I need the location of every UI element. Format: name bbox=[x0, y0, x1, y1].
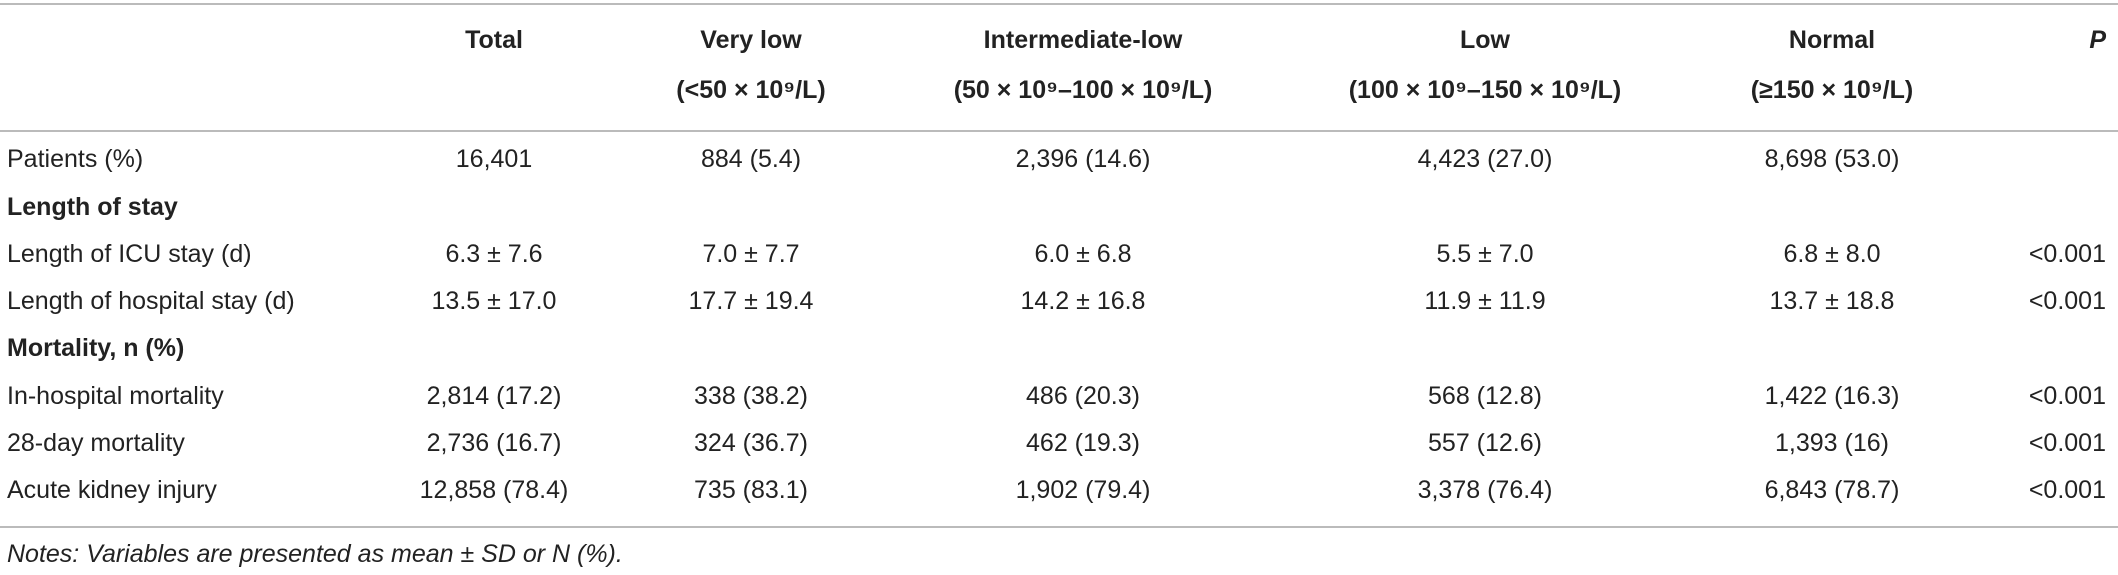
cell: 1,393 (16) bbox=[1775, 429, 1889, 457]
cell: 3,378 (76.4) bbox=[1417, 476, 1553, 504]
row-label: Patients (%) bbox=[7, 145, 144, 173]
column-subheader: (50 × 10⁹–100 × 10⁹/L) bbox=[953, 76, 1213, 104]
column-header: Low bbox=[1460, 26, 1510, 54]
cell: 11.9 ± 11.9 bbox=[1424, 287, 1546, 315]
cell: 324 (36.7) bbox=[694, 429, 808, 457]
row-label: Length of ICU stay (d) bbox=[7, 240, 252, 268]
cell: <0.001 bbox=[2028, 240, 2106, 268]
column-header: Intermediate-low bbox=[983, 26, 1183, 54]
cell: 486 (20.3) bbox=[1026, 382, 1140, 410]
cell: <0.001 bbox=[2028, 429, 2106, 457]
cell: 16,401 bbox=[455, 145, 533, 173]
column-header: Normal bbox=[1788, 26, 1876, 54]
column-header: Total bbox=[465, 26, 523, 54]
cell: <0.001 bbox=[2028, 382, 2106, 410]
cell: 462 (19.3) bbox=[1026, 429, 1140, 457]
row-label: In-hospital mortality bbox=[7, 382, 224, 410]
cell: 14.2 ± 16.8 bbox=[1020, 287, 1146, 315]
column-subheader: (≥150 × 10⁹/L) bbox=[1750, 76, 1914, 104]
cell: 884 (5.4) bbox=[700, 145, 802, 173]
row-label: Length of hospital stay (d) bbox=[7, 287, 295, 315]
rule bbox=[0, 526, 2118, 528]
column-subheader: (<50 × 10⁹/L) bbox=[676, 76, 826, 104]
column-header: P bbox=[2089, 26, 2106, 54]
cell: 1,422 (16.3) bbox=[1764, 382, 1900, 410]
column-subheader: (100 × 10⁹–150 × 10⁹/L) bbox=[1348, 76, 1622, 104]
row-label: 28-day mortality bbox=[7, 429, 185, 457]
cell: 5.5 ± 7.0 bbox=[1436, 240, 1534, 268]
cell: 735 (83.1) bbox=[694, 476, 808, 504]
cell: 17.7 ± 19.4 bbox=[688, 287, 814, 315]
cell: 2,396 (14.6) bbox=[1015, 145, 1151, 173]
cell: 12,858 (78.4) bbox=[419, 476, 569, 504]
cell: <0.001 bbox=[2028, 287, 2106, 315]
cell: 4,423 (27.0) bbox=[1417, 145, 1553, 173]
section-label: Length of stay bbox=[7, 193, 178, 221]
cell: 557 (12.6) bbox=[1428, 429, 1542, 457]
cell: 6,843 (78.7) bbox=[1764, 476, 1900, 504]
cell: 2,814 (17.2) bbox=[426, 382, 562, 410]
cell: 13.7 ± 18.8 bbox=[1769, 287, 1895, 315]
column-header: Very low bbox=[700, 26, 802, 54]
cell: 7.0 ± 7.7 bbox=[702, 240, 800, 268]
rule bbox=[0, 3, 2118, 5]
cell: 6.8 ± 8.0 bbox=[1783, 240, 1881, 268]
notes: Notes: Variables are presented as mean ±… bbox=[7, 540, 623, 568]
cell: 338 (38.2) bbox=[694, 382, 808, 410]
cell: 8,698 (53.0) bbox=[1764, 145, 1900, 173]
cell: 1,902 (79.4) bbox=[1015, 476, 1151, 504]
cell: 568 (12.8) bbox=[1428, 382, 1542, 410]
section-label: Mortality, n (%) bbox=[7, 334, 185, 362]
cell: 2,736 (16.7) bbox=[426, 429, 562, 457]
cell: 13.5 ± 17.0 bbox=[431, 287, 557, 315]
rule bbox=[0, 130, 2118, 132]
cell: 6.0 ± 6.8 bbox=[1034, 240, 1132, 268]
row-label: Acute kidney injury bbox=[7, 476, 217, 504]
cell: 6.3 ± 7.6 bbox=[445, 240, 543, 268]
cell: <0.001 bbox=[2028, 476, 2106, 504]
